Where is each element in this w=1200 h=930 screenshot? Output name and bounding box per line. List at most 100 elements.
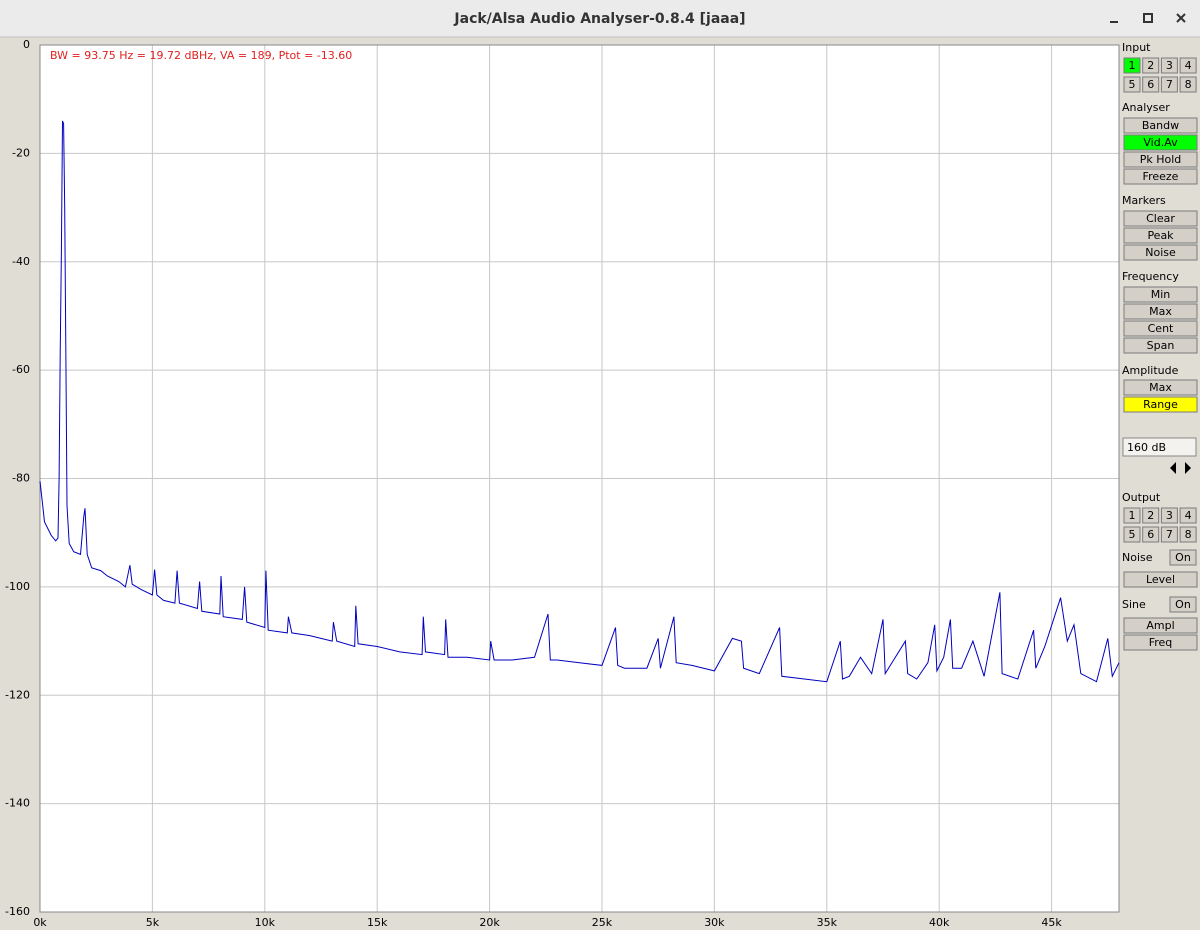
button[interactable] (1142, 526, 1160, 543)
button-label: On (1175, 551, 1191, 564)
button-label: Noise (1145, 246, 1176, 259)
button[interactable] (1123, 571, 1198, 588)
button[interactable] (1123, 57, 1141, 74)
button-label: 3 (1166, 509, 1173, 522)
arrow-left[interactable] (1170, 462, 1176, 474)
button[interactable] (1179, 57, 1197, 74)
button[interactable] (1123, 617, 1198, 634)
button-label: Freq (1149, 636, 1173, 649)
button-label: Min (1151, 288, 1171, 301)
section-label: Noise (1122, 551, 1153, 564)
button-label: 1 (1129, 509, 1136, 522)
button-label: Max (1149, 305, 1172, 318)
button[interactable] (1123, 210, 1198, 227)
button[interactable] (1123, 134, 1198, 151)
button[interactable] (1123, 526, 1141, 543)
button[interactable] (1123, 117, 1198, 134)
arrow-right[interactable] (1185, 462, 1191, 474)
button[interactable] (1142, 76, 1160, 93)
x-tick-label: 10k (255, 916, 276, 929)
button[interactable] (1123, 634, 1198, 651)
button[interactable] (1123, 244, 1198, 261)
button[interactable] (1160, 57, 1178, 74)
button-label: Range (1143, 398, 1178, 411)
button-label: 7 (1166, 528, 1173, 541)
close-button[interactable] (1176, 13, 1186, 23)
button-label: Cent (1148, 322, 1174, 335)
button[interactable] (1179, 507, 1197, 524)
button-label: 3 (1166, 59, 1173, 72)
button[interactable] (1160, 76, 1178, 93)
button[interactable] (1123, 303, 1198, 320)
section-label: Output (1122, 491, 1161, 504)
button-label: Level (1146, 573, 1175, 586)
y-tick-label: -20 (12, 146, 30, 159)
button-label: 5 (1129, 528, 1136, 541)
button[interactable] (1123, 168, 1198, 185)
measurement-annotation: BW = 93.75 Hz = 19.72 dBHz, VA = 189, Pt… (50, 49, 352, 62)
button[interactable] (1123, 320, 1198, 337)
button[interactable] (1160, 507, 1178, 524)
y-tick-label: -100 (5, 580, 30, 593)
button-label: Clear (1146, 212, 1175, 225)
button[interactable] (1123, 507, 1141, 524)
section-label: Sine (1122, 598, 1146, 611)
x-tick-label: 5k (146, 916, 160, 929)
button-label: 4 (1185, 59, 1192, 72)
button-label: 4 (1185, 509, 1192, 522)
button[interactable] (1123, 396, 1198, 413)
button-label: 7 (1166, 78, 1173, 91)
button[interactable] (1123, 286, 1198, 303)
x-tick-label: 40k (929, 916, 950, 929)
button-label: Freeze (1143, 170, 1179, 183)
button[interactable] (1179, 76, 1197, 93)
x-tick-label: 45k (1041, 916, 1062, 929)
section-label: Amplitude (1122, 364, 1179, 377)
button-label: 5 (1129, 78, 1136, 91)
button-label: On (1175, 598, 1191, 611)
button-label: 6 (1147, 78, 1154, 91)
button[interactable] (1123, 76, 1141, 93)
button-label: Bandw (1142, 119, 1179, 132)
button[interactable] (1179, 526, 1197, 543)
range-field[interactable] (1122, 437, 1197, 457)
button[interactable] (1142, 507, 1160, 524)
button[interactable] (1123, 337, 1198, 354)
button-label: 2 (1147, 59, 1154, 72)
x-tick-label: 35k (817, 916, 838, 929)
y-tick-label: 0 (23, 38, 30, 51)
section-label: Markers (1122, 194, 1166, 207)
x-tick-label: 15k (367, 916, 388, 929)
plot-border (39, 44, 1120, 913)
range-value: 160 dB (1127, 441, 1166, 454)
maximize-button[interactable] (1143, 13, 1153, 23)
button-label: Span (1147, 339, 1175, 352)
button-label: 6 (1147, 528, 1154, 541)
x-tick-label: 20k (479, 916, 500, 929)
y-tick-label: -40 (12, 255, 30, 268)
y-tick-label: -80 (12, 472, 30, 485)
button[interactable] (1160, 526, 1178, 543)
button-label: Vid.Av (1143, 136, 1178, 149)
button[interactable] (1123, 227, 1198, 244)
button-label: Ampl (1146, 619, 1174, 632)
x-tick-label: 25k (592, 916, 613, 929)
x-tick-label: 0k (33, 916, 47, 929)
button-label: 1 (1129, 59, 1136, 72)
section-label: Analyser (1122, 101, 1170, 114)
button-label: Peak (1147, 229, 1174, 242)
button[interactable] (1169, 596, 1197, 613)
button[interactable] (1123, 379, 1198, 396)
title-bar (0, 0, 1200, 37)
section-label: Frequency (1122, 270, 1179, 283)
section-label: Input (1122, 41, 1151, 54)
y-tick-label: -160 (5, 905, 30, 918)
button[interactable] (1169, 549, 1197, 566)
button-label: 2 (1147, 509, 1154, 522)
y-tick-label: -120 (5, 688, 30, 701)
button[interactable] (1123, 151, 1198, 168)
button[interactable] (1142, 57, 1160, 74)
